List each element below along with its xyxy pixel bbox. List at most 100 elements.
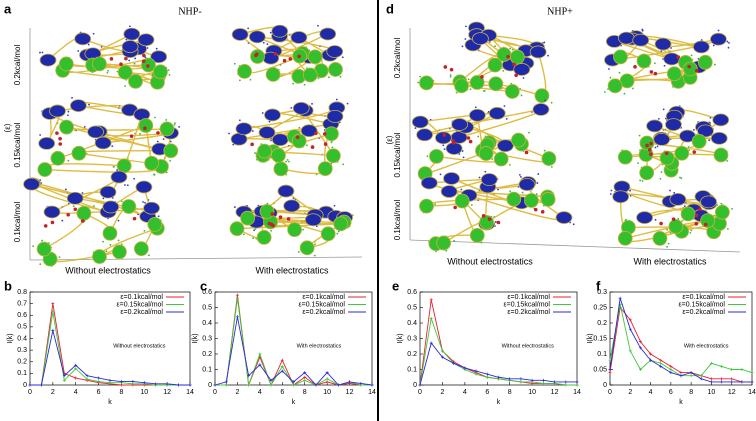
tail-bead [102,197,105,200]
data-point [575,380,579,384]
tail-bead [100,45,103,48]
x-tick-label: 10 [708,389,716,396]
nucleosome [509,49,525,65]
nucleosome [50,150,66,166]
data-point [575,383,579,387]
legend-label: ε=0.2kcal/mol [302,309,345,316]
data-point [730,377,734,381]
linker-histone [443,65,448,69]
tail-bead [268,120,271,123]
linker-histone [66,213,71,217]
tail-bead [178,125,180,128]
tail-bead [144,56,147,59]
tail-bead [727,46,730,49]
data-point [429,341,433,345]
row-label: 0.2kcal/mol [393,38,402,79]
data-point [292,383,295,387]
data-point [165,382,169,386]
tail-bead [313,254,316,257]
tail-bead [505,118,508,120]
tail-bead [335,98,338,101]
annotation: Without electrostatics [502,343,555,349]
linker-histone [687,64,692,69]
tail-bead [174,122,176,125]
tail-bead [535,193,538,195]
linker-histone [697,207,702,212]
tail-bead [536,182,539,184]
nucleosome [654,37,672,51]
tail-bead [453,239,456,242]
panel-d: d NHP+ 0.2kcal/mol (ε) 0.15kcal/mol 0.1k… [385,1,741,266]
nucleosome [302,67,318,83]
tail-bead [303,83,306,86]
tail-bead [666,245,668,248]
linker-histone [649,70,654,74]
linker-histone [254,53,258,58]
linker-histone [649,152,653,156]
nucleosome [683,61,698,77]
tail-bead [143,229,146,232]
data-point [689,371,693,375]
nucleosome [71,145,87,161]
y-tick-label: 0.1 [202,366,212,373]
data-point [440,355,444,359]
tail-bead [156,140,159,143]
nucleosome [607,78,623,94]
x-tick-label: 0 [28,389,32,396]
nucleosome [487,57,503,73]
linker-histone [524,150,529,155]
data-point [51,302,55,306]
tail-bead [502,69,505,72]
data-point [669,368,673,371]
tail-bead [629,189,631,192]
nucleosome [257,143,272,159]
data-point [452,361,456,365]
nucleosome [618,31,635,45]
tail-bead [461,45,464,48]
tail-bead [426,155,429,158]
y-tick-label: 0.2 [407,351,417,358]
nucleosome [320,226,336,242]
nucleosome [700,213,716,229]
legend-label: ε=0.15kcal/mol [503,301,550,308]
nucleosome [319,27,337,41]
tail-bead [315,225,318,228]
tail-bead [543,41,546,44]
linker-histone [141,59,146,64]
linker-histone [480,75,484,79]
data-point [669,364,673,368]
nucleosome [128,73,143,89]
linker-histone [132,216,137,221]
nucleosome [123,27,141,41]
tail-bead [64,188,67,191]
tail-bead [543,149,546,152]
linker-histone [453,205,457,210]
data-point [689,374,693,378]
x-tick-label: 12 [346,389,354,396]
data-point [709,380,713,384]
nucleosome [58,56,74,72]
column-label: With electrostatics [255,265,329,275]
data-point [154,382,158,386]
y-tick-label: 0.4 [407,320,417,327]
tail-bead [728,41,730,44]
tail-bead [550,166,553,168]
data-point [463,366,467,370]
data-point [258,352,262,356]
x-tick-label: 2 [628,389,632,396]
tail-bead [610,189,613,192]
tail-bead [667,242,670,245]
nucleosome [488,106,506,120]
data-point [269,378,273,382]
data-point [348,380,352,384]
data-point [519,377,523,381]
tail-bead [663,64,666,67]
data-point [235,296,239,300]
x-tick-label: 6 [280,389,284,396]
nucleosome [94,136,112,150]
tail-bead [61,219,64,222]
data-point [519,380,523,384]
nucleosome [277,184,295,198]
tail-bead [494,45,496,48]
data-point [709,377,713,381]
